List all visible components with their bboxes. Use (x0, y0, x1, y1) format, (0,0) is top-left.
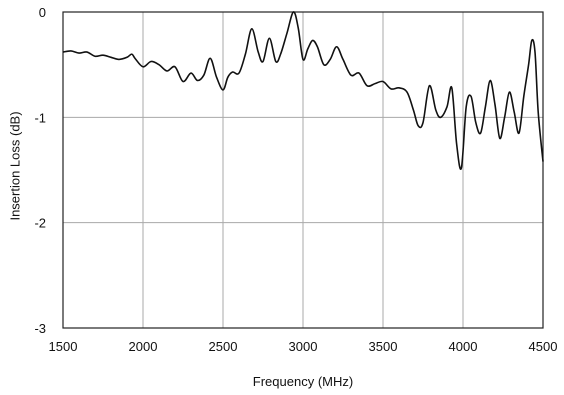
x-tick-label-3: 3000 (289, 339, 318, 354)
x-tick-label-0: 1500 (49, 339, 78, 354)
y-tick-label-3: -3 (34, 321, 46, 336)
series-line-0 (62, 11, 544, 170)
x-tick-label-2: 2500 (209, 339, 238, 354)
series-layer (62, 11, 544, 170)
y-tick-labels: 0 -1 -2 -3 (34, 5, 46, 336)
x-tick-label-1: 2000 (129, 339, 158, 354)
y-axis-label: Insertion Loss (dB) (7, 111, 22, 220)
plot-frame (62, 11, 544, 329)
y-tick-label-2: -2 (34, 216, 46, 231)
y-tick-label-0: 0 (39, 5, 46, 20)
x-tick-label-4: 3500 (369, 339, 398, 354)
x-tick-label-6: 4500 (529, 339, 558, 354)
x-tick-label-5: 4000 (449, 339, 478, 354)
y-tick-label-1: -1 (34, 110, 46, 125)
x-tick-labels: 1500 2000 2500 3000 3500 4000 4500 (49, 339, 558, 354)
x-axis-label: Frequency (MHz) (253, 374, 353, 389)
